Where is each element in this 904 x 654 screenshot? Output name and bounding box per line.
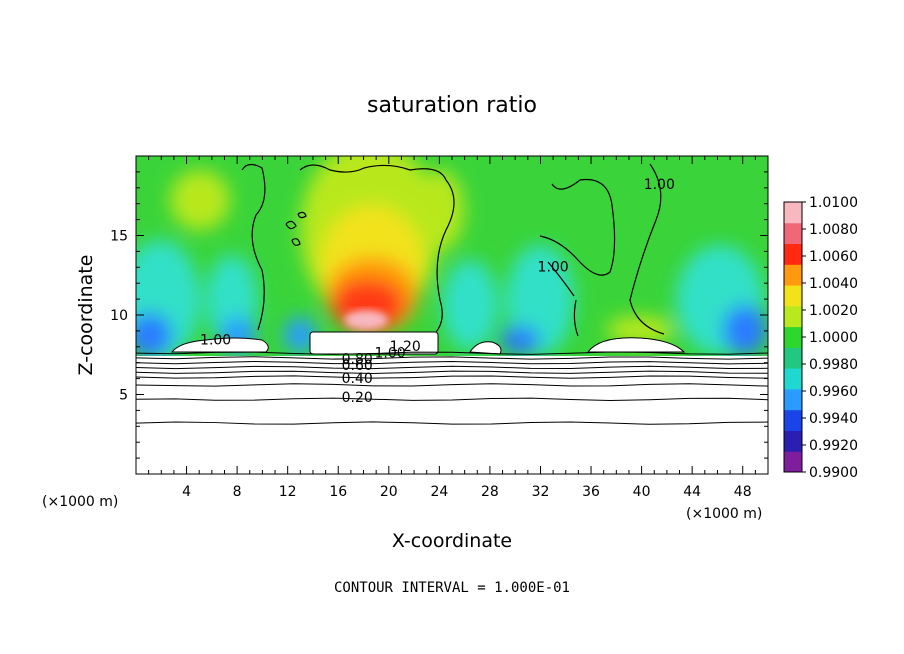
x-tick-label: 20 xyxy=(380,484,398,500)
x-tick-label: 28 xyxy=(481,484,499,500)
contour-label: 1.00 xyxy=(538,259,569,275)
y-tick-label: 5 xyxy=(119,388,128,404)
x-unit-left: (×1000 m) xyxy=(42,494,118,510)
colorbar-label: 0.9900 xyxy=(809,465,858,481)
contour-label: 1.00 xyxy=(200,333,231,349)
x-tick-label: 32 xyxy=(532,484,550,500)
contour-label: 1.00 xyxy=(374,345,405,361)
colorbar-segment xyxy=(784,243,802,265)
colorbar-segment xyxy=(784,409,802,431)
contour-label: 0.80 xyxy=(342,352,373,368)
contour-label: 0.20 xyxy=(342,390,373,406)
y-tick-label: 10 xyxy=(110,308,128,324)
colorbar-segment xyxy=(784,264,802,286)
colorbar: 1.0100 1.0080 1.0060 1.0040 1.0020 1.0000 0.99… xyxy=(783,195,858,481)
x-tick-label: 8 xyxy=(233,484,242,500)
colorbar-label: 1.0040 xyxy=(809,276,858,292)
colorbar-label: 1.0020 xyxy=(809,303,858,319)
x-tick-label: 4 xyxy=(182,484,191,500)
x-tick-label: 40 xyxy=(633,484,651,500)
colorbar-segment xyxy=(784,451,802,473)
contour-line xyxy=(136,365,768,370)
colorbar-label: 0.9980 xyxy=(809,357,858,373)
x-axis-label: X-coordinate xyxy=(392,530,512,552)
colorbar-segment xyxy=(784,305,802,328)
x-tick-label: 12 xyxy=(279,484,297,500)
colorbar-segment xyxy=(784,222,802,245)
x-tick-label: 44 xyxy=(683,484,701,500)
x-tick-label: 36 xyxy=(582,484,600,500)
colorbar-label: 1.0100 xyxy=(809,195,858,211)
contour-line xyxy=(136,361,768,365)
contour-label: 0.40 xyxy=(342,371,373,387)
colorbar-label: 1.0060 xyxy=(809,249,858,265)
colorbar-segment xyxy=(784,347,802,369)
x-tick-label: 24 xyxy=(430,484,448,500)
contour-line xyxy=(136,397,768,401)
y-axis: 5 10 15 xyxy=(110,171,768,459)
contour-label: 0.60 xyxy=(342,358,373,374)
colorbar-segment xyxy=(784,326,802,348)
contour-interval-note: CONTOUR INTERVAL = 1.000E-01 xyxy=(334,580,570,596)
cloud-region xyxy=(469,341,502,355)
contour-line xyxy=(136,421,768,425)
cloud-region xyxy=(170,337,269,353)
colorbar-label: 0.9920 xyxy=(809,438,858,454)
colorbar-segment xyxy=(784,388,802,411)
x-unit-right: (×1000 m) xyxy=(686,506,762,522)
x-tick-label: 48 xyxy=(734,484,752,500)
y-tick-label: 15 xyxy=(110,229,128,245)
colorbar-segment xyxy=(784,202,802,224)
contour-line xyxy=(136,370,768,374)
chart-title: saturation ratio xyxy=(367,93,537,118)
cloud-region xyxy=(309,331,439,355)
contour-1-00 xyxy=(241,163,665,337)
subsaturated-layer xyxy=(136,356,768,474)
x-axis: 4 8 12 16 20 24 28 32 36 40 44 48 xyxy=(148,156,756,500)
colorbar-label: 0.9960 xyxy=(809,384,858,400)
contour-lines xyxy=(136,351,768,425)
colorbar-label: 0.9940 xyxy=(809,411,858,427)
colorbar-label: 1.0000 xyxy=(809,330,858,346)
contour-line xyxy=(136,356,768,360)
contour-line xyxy=(136,383,768,387)
contour-labels: 1.00 1.201.000.800.600.400.201.001.00 xyxy=(200,177,675,406)
colorbar-label: 1.0080 xyxy=(809,222,858,238)
colorbar-segment xyxy=(784,285,802,307)
contour-label: 1.00 xyxy=(644,177,675,193)
contour-line xyxy=(136,375,768,379)
y-axis-label: Z-coordinate xyxy=(75,255,97,376)
cloud-region xyxy=(586,337,686,353)
plot-area: 1.00 1.201.000.800.600.400.201.001.00 xyxy=(136,156,768,474)
contour-line xyxy=(136,351,768,355)
heatmap-anomalies xyxy=(136,156,767,360)
colorbar-segment xyxy=(784,368,802,390)
contour-label: 1.20 xyxy=(390,339,421,355)
colorbar-segment xyxy=(784,430,802,452)
x-tick-label: 16 xyxy=(329,484,347,500)
